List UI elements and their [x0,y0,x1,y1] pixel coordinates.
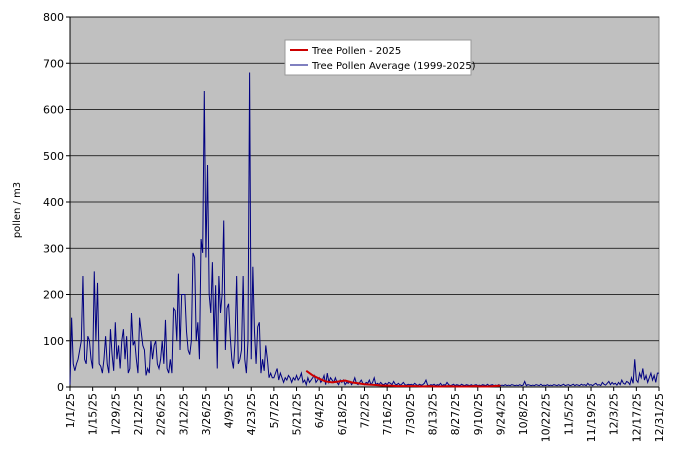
series-line [305,369,501,388]
x-tick-label: 11/19/25 [585,393,598,442]
y-tick-label: 600 [43,104,64,117]
x-tick-label: 1/29/25 [109,393,122,435]
x-tick-label: 10/22/25 [540,393,553,442]
y-tick-label: 700 [43,57,64,70]
legend-label: Tree Pollen - 2025 [311,46,401,57]
x-tick-label: 10/8/25 [517,393,530,435]
x-tick-label: 7/2/25 [359,393,372,428]
y-tick-label: 800 [43,11,64,24]
y-tick-label: 400 [43,196,64,209]
x-tick-label: 9/10/25 [472,393,485,435]
x-tick-label: 1/15/25 [87,393,100,435]
x-tick-label: 11/5/25 [562,393,575,435]
x-tick-label: 12/17/25 [630,393,643,442]
x-tick-label: 7/30/25 [404,393,417,435]
legend-box [284,39,472,76]
y-tick-label: 500 [43,150,64,163]
y-tick-label: 300 [43,242,64,255]
x-tick-label: 4/9/25 [223,393,236,428]
x-tick-label: 7/16/25 [381,393,394,435]
x-tick-label: 3/26/25 [200,393,213,435]
x-tick-label: 6/4/25 [313,393,326,428]
y-tick-label: 200 [43,289,64,302]
x-tick-label: 4/23/25 [245,393,258,435]
x-tick-label: 2/12/25 [132,393,145,435]
x-tick-label: 5/21/25 [291,393,304,435]
x-tick-label: 9/24/25 [494,393,507,435]
x-tick-label: 8/13/25 [426,393,439,435]
y-tick-label: 0 [57,381,64,394]
x-tick-label: 12/3/25 [608,393,621,435]
legend-label: Tree Pollen Average (1999-2025) [311,61,476,72]
x-tick-label: 12/31/25 [653,393,666,442]
x-tick-label: 3/12/25 [177,393,190,435]
y-tick-label: 100 [43,335,64,348]
x-tick-label: 1/1/25 [64,393,77,428]
x-tick-label: 5/7/25 [268,393,281,428]
x-tick-label: 6/18/25 [336,393,349,435]
x-tick-label: 2/26/25 [155,393,168,435]
y-axis-label: pollen / m3 [12,182,23,238]
x-tick-label: 8/27/25 [449,393,462,435]
